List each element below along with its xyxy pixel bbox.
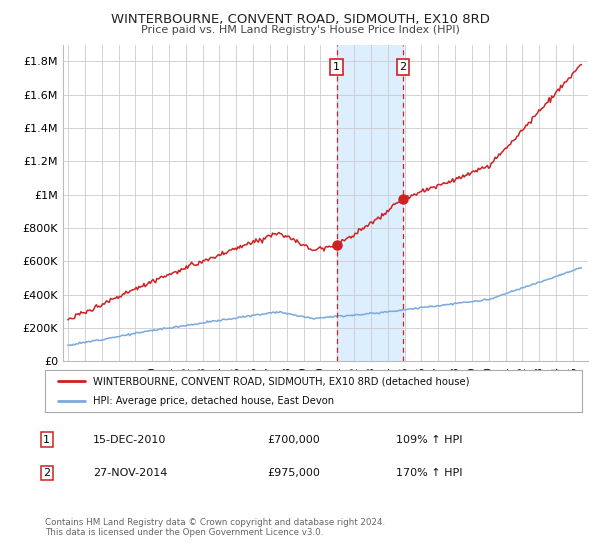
Text: Price paid vs. HM Land Registry's House Price Index (HPI): Price paid vs. HM Land Registry's House …	[140, 25, 460, 35]
Text: WINTERBOURNE, CONVENT ROAD, SIDMOUTH, EX10 8RD (detached house): WINTERBOURNE, CONVENT ROAD, SIDMOUTH, EX…	[94, 376, 470, 386]
Text: Contains HM Land Registry data © Crown copyright and database right 2024.
This d: Contains HM Land Registry data © Crown c…	[45, 518, 385, 538]
Text: 109% ↑ HPI: 109% ↑ HPI	[396, 435, 463, 445]
Text: 170% ↑ HPI: 170% ↑ HPI	[396, 468, 463, 478]
Text: 15-DEC-2010: 15-DEC-2010	[93, 435, 166, 445]
Text: HPI: Average price, detached house, East Devon: HPI: Average price, detached house, East…	[94, 396, 334, 406]
Text: £700,000: £700,000	[267, 435, 320, 445]
Bar	[337, 45, 403, 361]
Text: WINTERBOURNE, CONVENT ROAD, SIDMOUTH, EX10 8RD: WINTERBOURNE, CONVENT ROAD, SIDMOUTH, EX…	[110, 13, 490, 26]
Text: 1: 1	[333, 62, 340, 72]
Text: 1: 1	[43, 435, 50, 445]
Text: 27-NOV-2014: 27-NOV-2014	[93, 468, 167, 478]
Text: 2: 2	[400, 62, 407, 72]
Text: £975,000: £975,000	[267, 468, 320, 478]
Text: 2: 2	[43, 468, 50, 478]
